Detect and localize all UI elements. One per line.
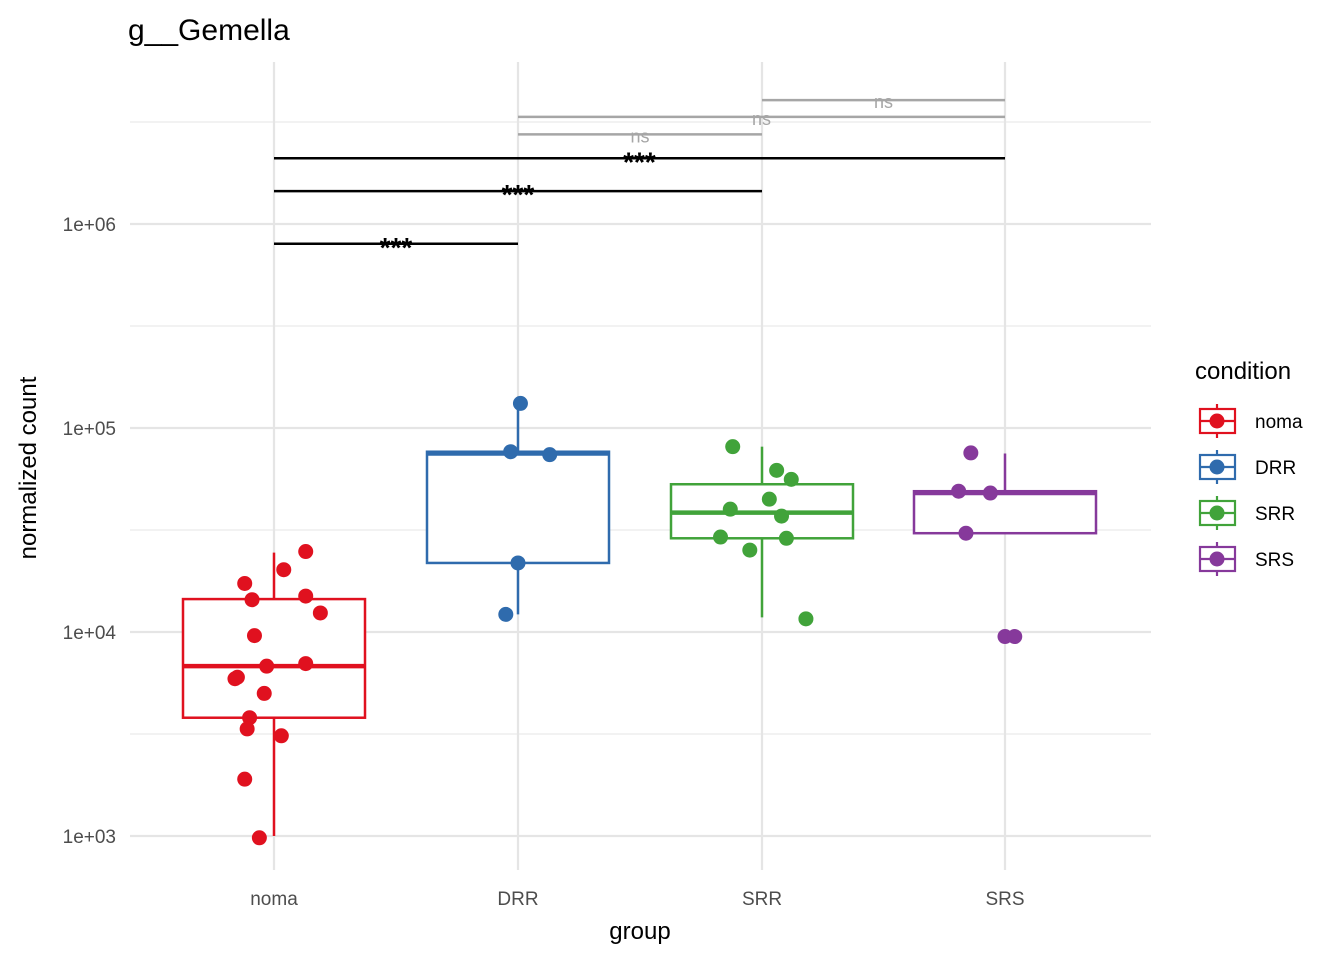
data-point <box>237 575 253 591</box>
data-point <box>298 544 314 560</box>
y-tick-label: 1e+03 <box>63 827 116 848</box>
chart-title: g__Gemella <box>128 14 290 47</box>
significance-label: *** <box>502 179 535 210</box>
data-point <box>722 501 738 517</box>
data-point <box>273 728 289 744</box>
data-point <box>725 439 741 455</box>
data-point <box>239 721 255 737</box>
y-tick-label: 1e+05 <box>63 419 116 440</box>
x-tick-label: DRR <box>497 889 538 910</box>
legend: condition noma DRR SRR SRS <box>1195 358 1303 576</box>
data-point <box>259 658 275 674</box>
data-point <box>769 462 785 478</box>
legend-key-point <box>1209 459 1225 475</box>
legend-title: condition <box>1195 358 1291 385</box>
y-tick-label: 1e+06 <box>63 215 116 236</box>
grid-layer <box>130 62 1151 870</box>
x-tick-label: SRS <box>985 889 1024 910</box>
box-SRR <box>669 446 855 618</box>
legend-key-point <box>1209 413 1225 429</box>
data-point <box>242 710 258 726</box>
data-point <box>229 669 245 685</box>
data-point <box>276 562 292 578</box>
legend-item-noma: noma <box>1198 404 1303 438</box>
data-point <box>761 491 777 507</box>
legend-label: DRR <box>1255 458 1296 479</box>
x-axis-title: group <box>609 918 670 945</box>
box-rect <box>181 597 367 719</box>
data-point <box>1007 629 1023 645</box>
significance-label: ns <box>874 92 893 112</box>
data-point <box>503 444 519 460</box>
data-point <box>298 588 314 604</box>
data-point <box>244 592 260 608</box>
box-layer <box>181 404 1098 836</box>
data-point <box>958 525 974 541</box>
legend-label: SRR <box>1255 504 1295 525</box>
data-point <box>237 771 253 787</box>
points-layer <box>227 395 1023 846</box>
data-point <box>256 685 272 701</box>
data-point <box>982 485 998 501</box>
legend-label: SRS <box>1255 550 1294 571</box>
data-point <box>510 555 526 571</box>
data-point <box>713 529 729 545</box>
data-point <box>298 656 314 672</box>
data-point <box>742 542 758 558</box>
data-point <box>512 395 528 411</box>
legend-key-point <box>1209 551 1225 567</box>
data-point <box>783 471 799 487</box>
data-point <box>498 606 514 622</box>
data-point <box>246 628 262 644</box>
data-point <box>963 445 979 461</box>
legend-key-point <box>1209 505 1225 521</box>
data-point <box>951 483 967 499</box>
x-axis-ticks: noma DRR SRR SRS <box>250 889 1024 910</box>
legend-item-SRR: SRR <box>1198 496 1295 530</box>
box-rect <box>425 450 611 565</box>
significance-label: ns <box>630 126 649 146</box>
legend-label: noma <box>1255 412 1303 433</box>
significance-label: ns <box>752 109 771 129</box>
y-tick-label: 1e+04 <box>63 623 117 644</box>
legend-item-DRR: DRR <box>1198 450 1296 484</box>
box-rect <box>912 489 1098 535</box>
y-axis-title: normalized count <box>15 376 42 559</box>
y-axis-ticks: 1e+03 1e+04 1e+05 1e+06 <box>63 215 117 848</box>
data-point <box>798 611 814 627</box>
box-SRS <box>912 453 1098 535</box>
significance-label: *** <box>380 232 413 263</box>
x-tick-label: SRR <box>742 889 782 910</box>
significance-label: *** <box>623 146 656 177</box>
legend-item-SRS: SRS <box>1198 542 1294 576</box>
data-point <box>312 605 328 621</box>
x-tick-label: noma <box>250 889 298 910</box>
data-point <box>542 447 558 463</box>
box-DRR <box>425 404 611 615</box>
data-point <box>778 530 794 546</box>
data-point <box>251 830 267 846</box>
box-noma <box>181 552 367 836</box>
data-point <box>774 508 790 524</box>
